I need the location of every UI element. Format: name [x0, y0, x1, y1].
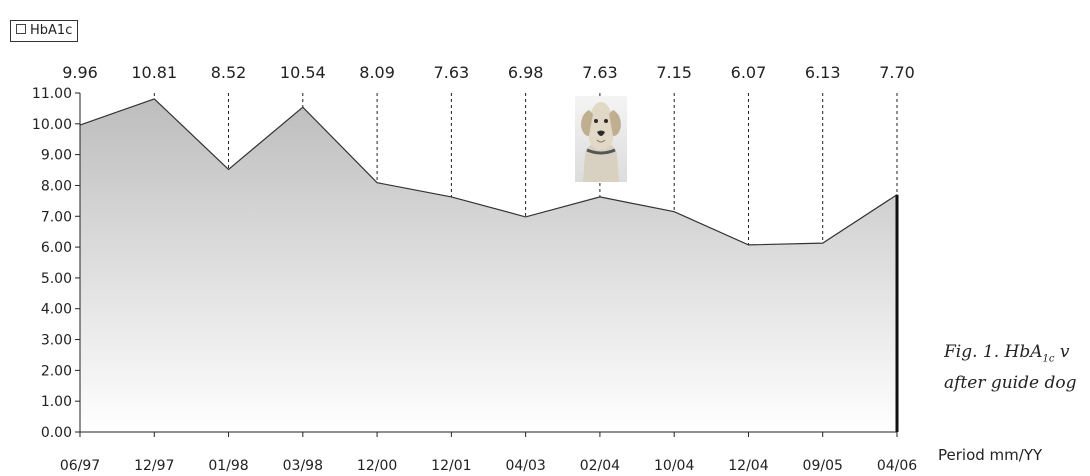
data-label: 7.63	[582, 63, 618, 82]
y-tick-label: 1.00	[41, 394, 72, 410]
x-tick-label: 03/98	[283, 458, 323, 474]
x-tick-label: 12/97	[134, 458, 174, 474]
y-tick-label: 6.00	[41, 240, 72, 256]
y-tick-label: 9.00	[41, 148, 72, 164]
data-label: 8.52	[211, 63, 247, 82]
x-axis-title: Period mm/YY	[938, 446, 1043, 464]
data-label: 7.15	[656, 63, 692, 82]
series-line-hba1c	[79, 98, 898, 246]
y-tick-label: 11.00	[32, 86, 72, 102]
x-tick-label: 04/06	[877, 458, 917, 474]
y-tick-label: 10.00	[32, 117, 72, 133]
x-tick-label: 09/05	[803, 458, 843, 474]
y-tick-label: 2.00	[41, 363, 72, 379]
y-tick-label: 7.00	[41, 209, 72, 225]
data-label: 7.70	[879, 63, 915, 82]
y-tick-label: 8.00	[41, 178, 72, 194]
y-tick-label: 5.00	[41, 271, 72, 287]
data-label: 6.98	[508, 63, 544, 82]
x-tick-label: 10/04	[654, 458, 694, 474]
y-tick-label: 4.00	[41, 302, 72, 318]
y-tick-label: 0.00	[41, 425, 72, 441]
figure-caption: Fig. 1. HbA1c v after guide dog	[944, 340, 1090, 395]
x-tick-label: 06/97	[60, 458, 100, 474]
data-label: 10.81	[131, 63, 177, 82]
data-label: 6.13	[805, 63, 841, 82]
x-tick-label: 02/04	[580, 458, 620, 474]
data-label: 6.07	[731, 63, 767, 82]
data-label: 8.09	[359, 63, 395, 82]
x-tick-label: 12/04	[728, 458, 768, 474]
x-tick-label: 12/01	[431, 458, 471, 474]
chart-legend: HbA1c	[10, 20, 79, 42]
data-label: 7.63	[434, 63, 470, 82]
x-tick-label: 12/00	[357, 458, 397, 474]
x-tick-label: 04/03	[505, 458, 545, 474]
area-fill	[80, 98, 897, 433]
data-label: 9.96	[62, 63, 98, 82]
data-label: 10.54	[280, 63, 326, 82]
legend-label: HbA1c	[30, 23, 73, 38]
y-tick-label: 3.00	[41, 333, 72, 349]
guide-dog-icon	[575, 96, 627, 182]
x-tick-label: 01/98	[208, 458, 248, 474]
legend-swatch-icon	[16, 24, 26, 34]
caption-line-2: after guide dog	[944, 373, 1077, 394]
caption-line-1: Fig. 1. HbA1c v	[944, 342, 1070, 365]
